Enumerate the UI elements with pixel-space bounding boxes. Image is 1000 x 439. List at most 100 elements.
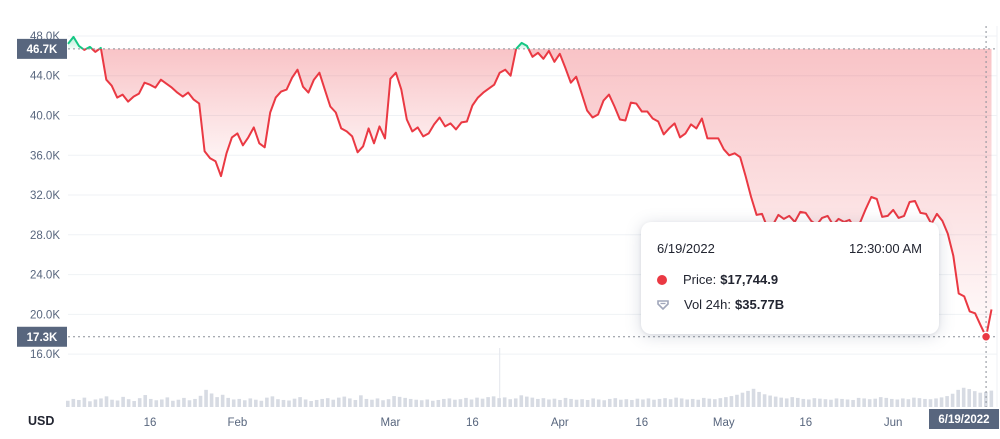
volume-bar: [502, 397, 507, 407]
volume-bar: [934, 398, 938, 407]
volume-bar: [320, 398, 324, 407]
volume-bar: [840, 398, 844, 407]
x-tick-label: 16: [466, 417, 479, 429]
volume-bar: [259, 400, 264, 407]
volume-bar: [525, 396, 529, 407]
currency-label: USD: [28, 414, 55, 428]
volume-bar: [923, 398, 927, 407]
volume-bar: [209, 393, 214, 407]
line-segment-above: [67, 35, 84, 50]
volume-bar: [491, 396, 496, 407]
volume-bar: [508, 399, 513, 407]
volume-bar: [353, 399, 358, 407]
y-tick-label: 24.0K: [30, 270, 60, 282]
volume-bar: [718, 398, 723, 407]
volume-bar: [88, 401, 92, 407]
volume-bar: [336, 397, 341, 407]
volume-bar: [884, 397, 889, 407]
volume-bar: [298, 397, 302, 407]
volume-bar: [77, 399, 81, 407]
tooltip-volume-row: Vol 24h: $35.77B: [657, 297, 784, 312]
volume-bar: [795, 397, 800, 407]
volume-bar: [176, 399, 181, 407]
x-tick-label: Feb: [227, 417, 247, 429]
volume-bar: [768, 395, 772, 407]
volume-bar: [348, 398, 352, 407]
volume-bar: [641, 399, 645, 407]
volume-bars: [66, 387, 994, 407]
x-tick-label: 16: [144, 417, 157, 429]
volume-bar: [198, 395, 203, 407]
tooltip-volume-value: $35.77B: [735, 297, 785, 312]
volume-bar: [757, 391, 761, 407]
volume-bar: [950, 393, 955, 407]
volume-bar: [602, 400, 607, 407]
volume-bar: [536, 398, 540, 407]
x-tick-label: 16: [635, 417, 648, 429]
volume-bar: [148, 398, 153, 407]
reference-markers: 46.7K 17.3K 6/19/2022: [17, 26, 999, 429]
volume-bar: [519, 395, 524, 407]
volume-bar: [663, 398, 667, 407]
x-tick-label: May: [713, 417, 735, 429]
volume-bar: [558, 399, 562, 407]
volume-bar: [292, 398, 297, 407]
volume-bar: [325, 398, 330, 407]
latest-callout-label: 17.3K: [27, 332, 58, 344]
volume-bar: [226, 397, 230, 407]
volume-bar: [386, 399, 391, 407]
volume-bar: [436, 399, 441, 407]
volume-bar: [143, 395, 148, 407]
latest-callout: [17, 326, 67, 347]
volume-bar: [403, 397, 407, 407]
volume-bar: [928, 399, 933, 407]
tooltip-price-label: Price:: [683, 272, 717, 287]
volume-bar: [679, 398, 684, 407]
volume-bar: [447, 398, 452, 407]
volume-bar: [254, 399, 258, 407]
volume-bar: [619, 399, 623, 407]
line-segment-below: [527, 48, 993, 338]
volume-bar: [121, 396, 125, 407]
volume-bar: [375, 398, 380, 407]
volume-bar: [242, 400, 247, 407]
y-axis: 48.0K44.0K40.0K36.0K32.0K28.0K24.0K20.0K…: [30, 31, 60, 361]
volume-bar: [331, 399, 336, 407]
volume-bar: [469, 399, 474, 407]
area-below: [528, 48, 992, 337]
volume-bar: [397, 396, 402, 407]
volume-bar: [889, 398, 894, 407]
volume-bar: [110, 399, 114, 407]
volume-bar: [762, 394, 767, 407]
volume-bar: [126, 399, 131, 407]
volume-bar: [978, 392, 983, 407]
volume-bar: [392, 396, 396, 407]
volume-bar: [215, 397, 219, 407]
volume-bar: [71, 398, 76, 407]
volume-bar: [729, 396, 734, 407]
volume-bar: [878, 397, 883, 407]
volume-bar: [419, 400, 424, 407]
volume-bar: [851, 399, 855, 407]
volume-bar: [607, 398, 612, 407]
volume-bar: [917, 398, 922, 407]
x-axis: 16 Feb Mar 16 Apr 16 May 16 Jun: [144, 417, 903, 429]
volume-bar: [690, 398, 695, 407]
volume-bar: [165, 397, 170, 407]
reference-callout-label: 46.7K: [27, 44, 58, 56]
volume-bar: [480, 398, 485, 407]
volume-bar: [646, 398, 651, 407]
line-segment-above: [515, 41, 530, 50]
volume-bar: [740, 392, 745, 407]
price-line: [67, 35, 993, 338]
volume-bar: [779, 397, 783, 407]
volume-bar: [414, 399, 418, 407]
volume-bar: [906, 399, 911, 407]
volume-bar: [563, 397, 568, 407]
volume-bar: [845, 399, 850, 407]
volume-bar: [187, 400, 192, 407]
volume-bar: [984, 391, 988, 407]
volume-bar: [569, 398, 573, 407]
volume-bar: [829, 399, 833, 407]
